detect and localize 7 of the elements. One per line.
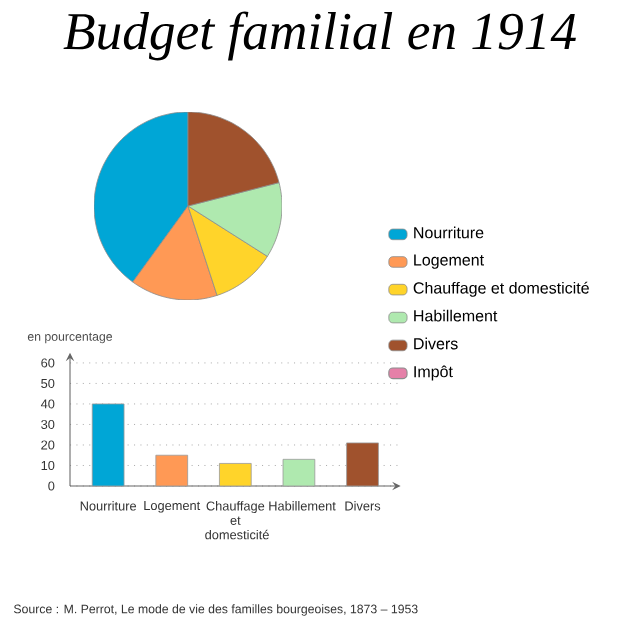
legend-label: Logement [414, 254, 484, 269]
legend-label: Impôt [414, 365, 453, 381]
chart-title: Budget familial en 1914 [63, 11, 576, 61]
legend-label: Divers [414, 337, 458, 350]
legend-label: Chauffage et domesticité [413, 281, 589, 297]
legend-label: Nourriture [414, 226, 484, 239]
legend-label: Habillement [414, 309, 498, 322]
